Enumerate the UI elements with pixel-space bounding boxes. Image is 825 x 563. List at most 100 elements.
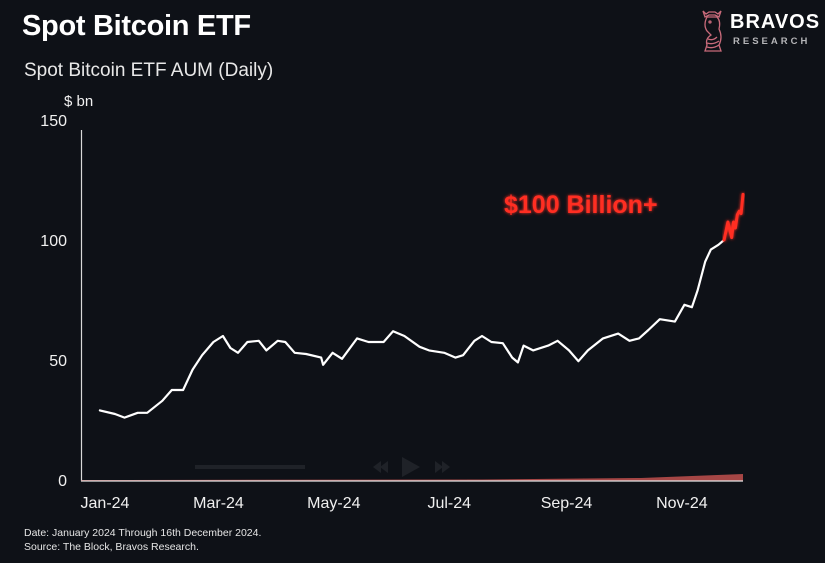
data-point [647,329,650,331]
brand-name: BRAVOS [730,11,821,33]
data-point [602,337,604,339]
data-point [392,330,394,332]
data-point [502,342,504,344]
data-point [171,389,173,391]
x-tick-label: Mar-24 [193,495,244,512]
data-point [322,364,324,366]
data-point [212,341,214,343]
data-point [532,349,534,351]
progress-bar [195,465,305,469]
data-point [697,289,699,291]
y-tick-label: 50 [49,353,67,370]
data-point [222,335,224,337]
data-point [265,349,267,351]
data-point [511,357,513,359]
data-point [146,412,148,414]
data-point [277,340,279,342]
y-tick-label: 0 [58,473,67,490]
data-point [454,357,457,359]
data-point [99,409,101,411]
x-tick-label: Jul-24 [427,495,471,512]
data-point [246,341,249,343]
rewind-icon-2 [373,461,381,473]
data-point [462,354,464,356]
video-player-overlay [195,457,450,477]
y-axis-unit-label: $ bn [64,93,93,110]
chart-title: Spot Bitcoin ETF AUM (Daily) [24,60,274,81]
aum-line [98,238,726,419]
data-point [341,358,343,360]
data-point [517,361,519,363]
data-point [137,412,139,414]
data-point [587,349,589,351]
bottom-area [81,474,743,481]
fast-forward-icon-2 [442,461,450,473]
data-point [710,249,712,251]
y-tick-label: 100 [40,233,67,250]
y-tick-label: 150 [40,113,67,130]
data-point [736,214,738,216]
data-point [294,352,296,354]
data-point [201,354,203,356]
data-point [740,213,742,215]
footnote-date: Date: January 2024 Through 16th December… [24,527,262,539]
data-point [418,346,421,348]
data-point [443,352,445,354]
bull-knight-icon [702,10,722,52]
data-point [182,389,184,391]
data-point [305,353,307,355]
data-point [617,333,619,335]
data-point [674,321,676,323]
data-point [734,227,737,229]
fast-forward-icon [435,461,443,473]
page-title: Spot Bitcoin ETF [22,10,251,42]
x-tick-label: Sep-24 [541,495,593,512]
data-point [742,193,744,195]
data-point [367,341,370,343]
data-point [237,352,239,354]
data-point [557,340,559,342]
data-point [490,341,493,343]
data-point [428,349,430,351]
data-point [383,341,385,343]
data-point [229,347,232,349]
data-point [568,349,570,351]
data-point [691,306,693,308]
brand-subtitle: RESEARCH [733,36,811,47]
data-point [356,337,358,339]
x-tick-label: Nov-24 [656,495,708,512]
data-point [704,261,706,263]
data-point [731,237,733,239]
data-point [522,345,525,347]
play-icon [402,457,420,477]
data-point [547,345,549,347]
brand-logo: BRAVOS RESEARCH [697,5,822,55]
data-point [191,369,194,371]
footnote-source: Source: The Block, Bravos Research. [24,541,199,553]
data-point [723,239,725,241]
data-point [628,340,631,342]
data-point [161,400,163,402]
data-point [717,244,720,246]
x-tick-label: May-24 [307,495,360,512]
data-point [683,304,685,306]
data-point [577,360,580,362]
data-point [258,340,260,342]
aum-line-highlight [722,192,745,242]
data-point [481,335,483,337]
data-point [732,221,735,223]
threshold-annotation: $100 Billion+ [504,191,658,219]
data-point [659,318,661,320]
data-point [403,335,406,337]
data-point [727,221,729,223]
data-point [738,210,740,212]
data-point [284,341,286,343]
data-point [114,413,116,415]
rewind-icon [380,461,388,473]
x-tick-label: Jan-24 [81,495,130,512]
data-point [331,352,334,354]
data-point [638,337,640,339]
data-point [123,417,126,419]
data-point [320,357,322,359]
